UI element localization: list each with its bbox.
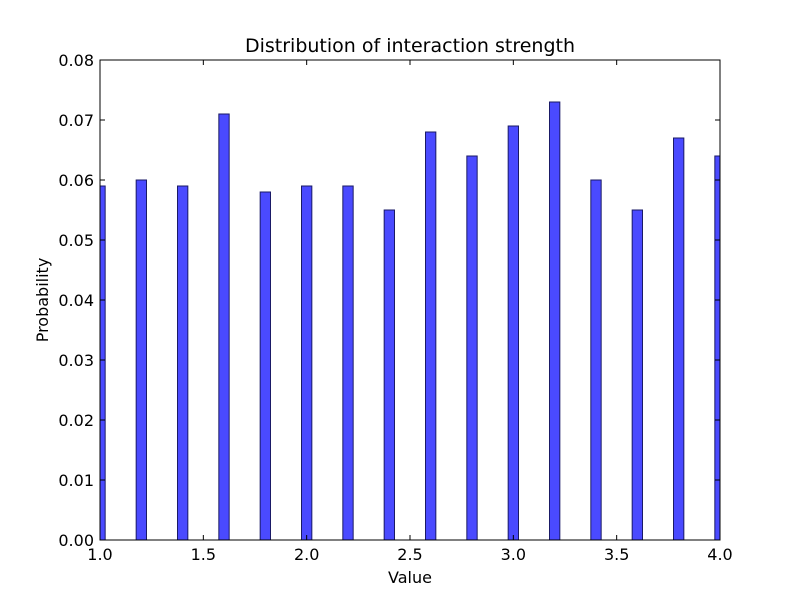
bar-2 (177, 185, 189, 540)
y-axis-ticks: 0.00 0.01 0.02 0.03 0.04 0.05 0.06 0.07 0.08 (58, 51, 720, 550)
x-tick-label-5: 3.5 (604, 545, 629, 564)
y-tick-label-0: 0.00 (58, 531, 94, 550)
y-axis-label: Probability (33, 258, 52, 343)
x-axis-ticks: 1.0 1.5 2.0 2.5 3.0 3.5 4.0 (87, 60, 733, 564)
bar-4 (259, 191, 271, 540)
bar-1 (135, 179, 148, 540)
y-tick-label-7: 0.07 (58, 111, 94, 130)
bar-6 (342, 185, 354, 540)
x-tick-label-4: 3.0 (501, 545, 526, 564)
y-tick-label-2: 0.02 (58, 411, 94, 430)
chart-title: Distribution of interaction strength (245, 35, 575, 57)
bars-group (100, 101, 720, 540)
x-tick-label-2: 2.0 (294, 545, 319, 564)
bar-9 (466, 155, 478, 540)
y-tick-label-4: 0.04 (58, 291, 94, 310)
y-tick-label-8: 0.08 (58, 51, 94, 70)
plot-area-frame (99, 59, 721, 541)
bar-10 (507, 125, 519, 540)
bar-7 (383, 209, 395, 540)
bar-14 (673, 137, 685, 540)
bar-3 (218, 113, 230, 540)
bar-8 (425, 131, 437, 540)
bar-11 (549, 101, 561, 540)
y-tick-label-1: 0.01 (58, 471, 94, 490)
x-tick-label-6: 4.0 (707, 545, 732, 564)
x-axis-label: Value (388, 568, 432, 587)
y-tick-label-6: 0.06 (58, 171, 94, 190)
x-tick-label-3: 2.5 (397, 545, 422, 564)
bar-5 (301, 185, 313, 540)
x-tick-label-0: 1.0 (87, 545, 112, 564)
bar-12 (590, 179, 602, 540)
y-tick-label-3: 0.03 (58, 351, 94, 370)
y-tick-label-5: 0.05 (58, 231, 94, 250)
bar-13 (631, 209, 644, 540)
x-tick-label-1: 1.5 (191, 545, 216, 564)
